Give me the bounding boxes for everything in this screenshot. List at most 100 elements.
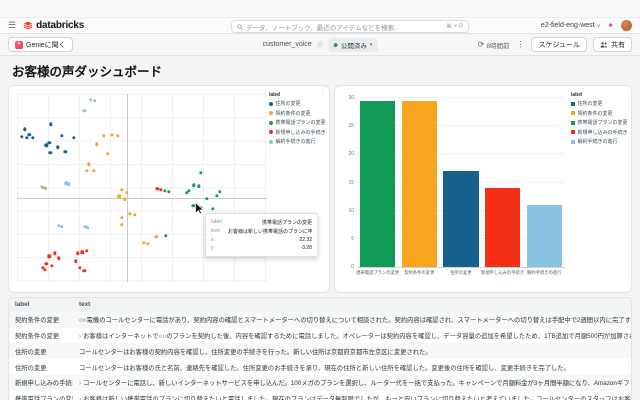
scatter-point[interactable] [123, 197, 127, 202]
scatter-point[interactable] [85, 248, 89, 253]
scatter-point[interactable] [211, 207, 215, 211]
scatter-point[interactable] [20, 134, 24, 139]
scatter-point[interactable] [57, 224, 61, 228]
expand-row-icon[interactable]: › [79, 332, 82, 340]
scatter-point[interactable] [128, 211, 132, 216]
scatter-point[interactable] [215, 193, 219, 198]
scatter-point[interactable] [43, 187, 48, 191]
scatter-point[interactable] [204, 196, 209, 201]
databricks-logo[interactable]: databricks [23, 20, 84, 31]
scatter-point[interactable] [191, 204, 195, 208]
user-avatar[interactable] [621, 20, 632, 31]
table-row[interactable]: 住所の変更 コールセンターはお客様の氏と名前、連絡先を確認した。住所変更のお手続き… [9, 359, 631, 375]
legend-item[interactable]: 携帯電話プランの変更 [571, 119, 628, 126]
dashboard-name[interactable]: customer_voice [262, 41, 312, 48]
legend-item[interactable]: 住所の変更 [269, 100, 325, 107]
scatter-point[interactable] [72, 135, 76, 140]
scatter-point[interactable] [82, 268, 86, 273]
scatter-point[interactable] [53, 251, 57, 256]
scatter-point[interactable] [74, 259, 78, 263]
scatter-point[interactable] [102, 134, 106, 138]
refresh-status[interactable]: ⟳ 8時間前 [478, 40, 510, 50]
scatter-point[interactable] [87, 162, 91, 166]
expand-row-icon[interactable]: › [79, 396, 82, 400]
bar[interactable] [360, 101, 396, 267]
scatter-point[interactable] [31, 135, 35, 140]
scatter-point[interactable] [64, 181, 68, 185]
scatter-point[interactable] [40, 266, 45, 270]
bar[interactable] [484, 188, 521, 267]
scatter-point[interactable] [47, 140, 51, 145]
toolbar-kebab-menu-icon[interactable]: ⋮ [516, 40, 525, 49]
scatter-point[interactable] [80, 250, 84, 255]
hamburger-menu-icon[interactable]: ☰ [8, 20, 17, 30]
ask-genie-button[interactable]: ✦ Genieに聞く [8, 37, 73, 52]
table-row[interactable]: 住所の変更 コールセンターはお客様の契約内容を確認し、住所変更の手続きを行った。新… [9, 343, 631, 360]
scatter-point[interactable] [146, 242, 150, 246]
scatter-point[interactable] [44, 143, 48, 148]
legend-item[interactable]: 新規申し込みの手続き [269, 129, 326, 136]
legend-item[interactable]: 新規申し込みの手続き [571, 129, 628, 136]
legend-item[interactable]: 契約条件の変更 [571, 110, 627, 117]
scatter-point[interactable] [27, 133, 31, 137]
legend-item[interactable]: 携帯電話プランの変更 [269, 119, 326, 126]
legend-item[interactable]: 契約条件の変更 [269, 110, 325, 117]
scatter-point[interactable] [154, 234, 158, 239]
scatter-point[interactable] [163, 189, 167, 193]
scatter-point[interactable] [159, 188, 163, 192]
scatter-point[interactable] [106, 152, 110, 156]
publish-status-dropdown[interactable]: 公開済み ▾ [328, 37, 378, 52]
table-row[interactable]: 契約条件の変更 › お客様はインターネットで○○のプランを契約した後、内容を確認する… [9, 328, 631, 344]
scatter-point[interactable] [22, 127, 27, 131]
favorite-star-icon[interactable]: ☆ [316, 39, 324, 49]
scatter-point[interactable] [199, 171, 203, 175]
scatter-point[interactable] [184, 190, 189, 195]
expand-row-icon[interactable]: › [79, 380, 82, 388]
legend-item[interactable]: 住所の変更 [571, 100, 627, 107]
scatter-point[interactable] [24, 135, 29, 140]
bar[interactable] [443, 170, 479, 267]
scatter-point[interactable] [117, 194, 121, 199]
scatter-point[interactable] [86, 226, 90, 230]
scatter-point[interactable] [49, 122, 53, 127]
legend-item[interactable]: 解約手続きの進行 [571, 138, 627, 145]
scatter-point[interactable] [63, 150, 67, 154]
scatter-point[interactable] [75, 251, 80, 256]
chart-kebab-menu-icon[interactable]: ⋮ [320, 89, 326, 95]
scatter-point[interactable] [132, 212, 137, 217]
scatter-point[interactable] [192, 183, 196, 187]
bar[interactable] [401, 101, 437, 267]
scatter-point[interactable] [115, 134, 120, 138]
scatter-point[interactable] [82, 109, 86, 113]
scatter-point[interactable] [44, 262, 48, 266]
scatter-point[interactable] [120, 215, 124, 220]
scatter-point[interactable] [120, 223, 124, 227]
share-button[interactable]: 共有 [593, 37, 632, 52]
scatter-point[interactable] [77, 266, 82, 270]
scatter-point[interactable] [67, 182, 71, 186]
scatter-point[interactable] [50, 264, 54, 268]
scatter-point[interactable] [42, 267, 47, 272]
scatter-point[interactable] [218, 190, 222, 194]
scatter-point[interactable] [85, 169, 89, 173]
scatter-point[interactable] [83, 225, 87, 229]
scatter-point[interactable] [59, 134, 64, 138]
scatter-point[interactable] [120, 188, 124, 192]
scatter-point[interactable] [39, 185, 44, 189]
scatter-point[interactable] [93, 98, 97, 103]
scatter-point[interactable] [89, 97, 93, 102]
scatter-point[interactable] [186, 189, 191, 193]
scatter-point[interactable] [142, 241, 146, 245]
scatter-point[interactable] [166, 190, 171, 194]
scatter-point[interactable] [40, 186, 45, 190]
scatter-point[interactable] [92, 169, 96, 173]
scatter-point[interactable] [110, 133, 114, 137]
scatter-point[interactable] [48, 151, 52, 155]
scatter-point[interactable] [59, 225, 64, 229]
scatter-point[interactable] [164, 233, 168, 238]
scatter-point[interactable] [47, 254, 51, 259]
workspace-selector[interactable]: e2-field-eng-west ∨ [541, 22, 600, 29]
table-row[interactable]: 携帯電話プランの変更 › お客様は新しい携帯電話のプランに切り替えたいと電話しました… [9, 391, 631, 400]
global-search-input[interactable]: データ、ノートブック、最近のアイテムなどを検索... ⌘ + P [231, 20, 469, 33]
assistant-sparkle-icon[interactable]: ✦ [607, 20, 614, 30]
